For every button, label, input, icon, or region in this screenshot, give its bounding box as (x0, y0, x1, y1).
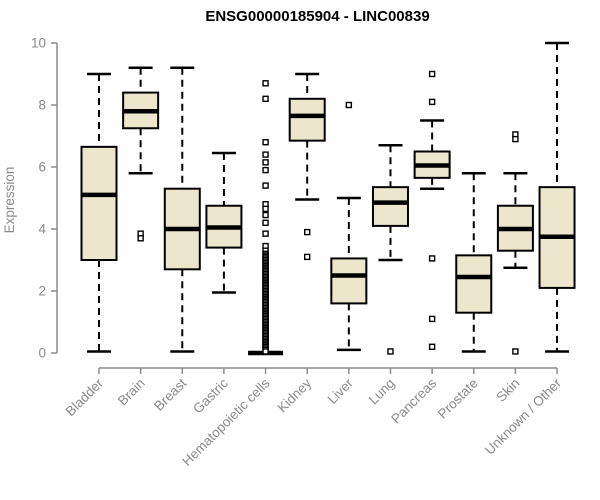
x-tick-label: Gastric (190, 375, 231, 416)
x-tick-label: Brain (115, 376, 148, 409)
x-tick-label: Skin (493, 376, 522, 405)
outlier-point (304, 253, 311, 261)
outlier-point (428, 343, 436, 350)
x-tick-label: Prostate (435, 376, 481, 422)
outlier-point (262, 80, 269, 87)
outlier-point (512, 348, 519, 355)
y-tick-label: 8 (38, 98, 46, 113)
x-tick-label: Kidney (275, 375, 315, 415)
outlier-point (262, 166, 269, 174)
y-tick-label: 10 (31, 36, 46, 51)
x-tick-label: Unknown / Other (482, 375, 565, 458)
outlier-point (428, 315, 436, 323)
outlier-point (345, 101, 353, 109)
box-prostate (455, 254, 493, 314)
outlier-point (262, 230, 269, 237)
outlier-point (262, 151, 269, 158)
outlier-point (428, 70, 436, 78)
box-bladder (80, 145, 118, 262)
x-tick-label: Pancreas (388, 375, 439, 426)
y-tick-label: 4 (38, 222, 46, 237)
outlier-point (428, 98, 436, 106)
box-liver (330, 257, 368, 305)
outlier-point (304, 228, 311, 236)
outlier-point (137, 235, 144, 242)
outlier-point (512, 135, 519, 143)
x-tick-label: Lung (366, 376, 398, 408)
outlier-point (387, 348, 394, 355)
box-kidney (288, 97, 326, 142)
outlier-point (262, 211, 269, 219)
y-tick-label: 0 (38, 346, 46, 361)
x-tick-label: Liver (325, 375, 357, 407)
y-tick-label: 2 (38, 284, 46, 299)
y-tick-label: 6 (38, 160, 46, 175)
chart-title: ENSG00000185904 - LINC00839 (205, 8, 430, 25)
outlier-point (262, 205, 269, 213)
outlier-point (262, 348, 269, 355)
box-lung (371, 186, 409, 227)
outlier-point (262, 138, 269, 146)
x-tick-label: Bladder (63, 375, 107, 419)
outlier-point (262, 159, 269, 166)
outlier-point (262, 182, 269, 189)
outlier-point (262, 95, 269, 103)
x-tick-label: Breast (151, 375, 189, 413)
outlier-point (262, 219, 269, 227)
outlier-point (428, 255, 436, 262)
